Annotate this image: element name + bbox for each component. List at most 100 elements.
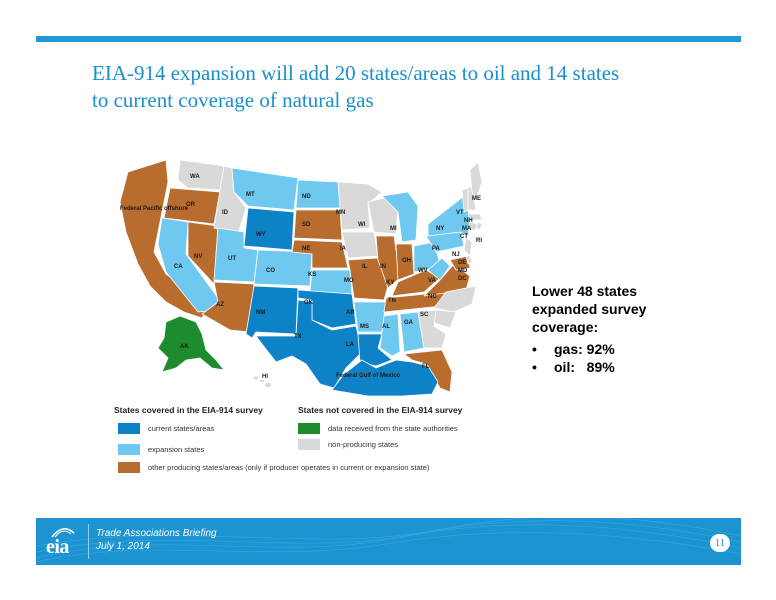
slide-title-line-2: to current coverage of natural gas [92, 88, 374, 112]
label-federal-pacific-offshore: Federal Pacific offshore [120, 206, 189, 212]
state-hi [252, 375, 260, 381]
label-az: AZ [216, 302, 224, 308]
legend-covered-heading: States covered in the EIA-914 survey [114, 405, 263, 415]
label-hi: HI [262, 374, 268, 380]
label-la: LA [346, 342, 355, 348]
state-ms [379, 313, 401, 357]
state-mn [337, 181, 383, 231]
state-ct [467, 221, 479, 231]
label-sd: SD [302, 222, 311, 228]
legend-swatch-other-producing [118, 462, 140, 473]
legend-item-expansion: expansion states [118, 443, 204, 456]
label-federal-gulf-of-mexico: Federal Gulf of Mexico [336, 373, 401, 379]
label-pa: PA [432, 246, 441, 252]
state-ne [291, 239, 349, 269]
label-wa: WA [190, 174, 200, 180]
state-nj [463, 237, 473, 257]
state-ga [417, 309, 447, 349]
state-co [253, 249, 313, 287]
coverage-item-gas: • gas: 92% [532, 340, 732, 358]
label-sc: SC [420, 312, 429, 318]
slide-title: EIA-914 expansion will add 20 states/are… [92, 60, 722, 114]
state-ak [157, 315, 225, 373]
label-fl: FL [422, 364, 430, 370]
label-wv: WV [418, 268, 428, 274]
coverage-summary: Lower 48 states expanded survey coverage… [532, 282, 732, 376]
legend-swatch-expansion [118, 444, 140, 455]
state-ri [475, 221, 482, 231]
label-ny: NY [436, 226, 444, 232]
slide-title-line-1: EIA-914 expansion will add 20 states/are… [92, 61, 620, 85]
state-or [163, 187, 221, 225]
label-il: IL [362, 264, 368, 270]
label-ak: AK [180, 344, 189, 350]
map-legend: States covered in the EIA-914 survey Sta… [112, 404, 484, 480]
label-ia: IA [340, 246, 347, 252]
state-ma [467, 213, 482, 221]
top-rule [36, 36, 741, 42]
label-or: OR [186, 202, 196, 208]
footer-wave-pattern [36, 518, 741, 563]
state-wa [177, 159, 225, 191]
label-de: DE [458, 260, 466, 266]
label-co: CO [266, 268, 275, 274]
state-nm [245, 285, 299, 339]
label-mo: MO [344, 278, 354, 284]
legend-not-covered-heading: States not covered in the EIA-914 survey [298, 405, 463, 415]
footer-divider [88, 524, 89, 559]
state-in [395, 243, 415, 281]
state-nh [467, 185, 477, 211]
state-hi-islands [252, 375, 272, 388]
page-number: 11 [710, 534, 730, 552]
legend-swatch-current [118, 423, 140, 434]
label-dc: DC [458, 276, 467, 282]
label-id: ID [222, 210, 229, 216]
label-nj: NJ [452, 252, 460, 258]
label-md: MD [458, 268, 468, 274]
label-nc: NC [428, 294, 437, 300]
state-de [465, 255, 473, 265]
region-federal-gulf-of-mexico [331, 359, 439, 397]
state-hi-island-2 [259, 378, 265, 383]
legend-item-other-producing: other producing states/areas (only if pr… [118, 461, 429, 474]
eia-logo: eia [46, 526, 82, 558]
coverage-item-oil: • oil: 89% [532, 358, 732, 376]
eia-logo-text: eia [46, 536, 69, 558]
label-mi: MI [390, 226, 397, 232]
label-al: AL [382, 324, 390, 330]
state-sd [293, 209, 343, 241]
label-nm: NM [256, 310, 265, 316]
state-tx [255, 299, 363, 389]
state-hi-island-3 [264, 381, 272, 388]
coverage-heading-line-1: Lower 48 states [532, 283, 638, 299]
footer-text: Trade Associations Briefing July 1, 2014 [96, 527, 217, 553]
label-ga: GA [404, 320, 414, 326]
legend-label-non-producing: non-producing states [328, 440, 399, 449]
label-tx: TX [294, 334, 302, 340]
state-wi [367, 197, 399, 235]
state-wv [427, 257, 451, 281]
label-me: ME [472, 196, 481, 202]
state-me [469, 161, 482, 201]
legend-item-state-authorities: data received from the state authorities [298, 422, 458, 435]
label-ca: CA [174, 264, 183, 270]
label-ut: UT [228, 256, 236, 262]
label-wi: WI [358, 222, 366, 228]
label-wy: WY [256, 232, 266, 238]
label-nv: NV [194, 254, 202, 260]
label-in: IN [380, 264, 386, 270]
state-labels: WA OR CA NV ID MT WY UT AZ CO NM ND SD N… [120, 174, 482, 380]
label-ms: MS [360, 324, 369, 330]
us-coverage-map: WA OR CA NV ID MT WY UT AZ CO NM ND SD N… [106, 152, 482, 400]
state-wy [243, 207, 295, 251]
state-ky [391, 269, 441, 297]
legend-label-other-producing: other producing states/areas (only if pr… [148, 463, 430, 472]
label-ky: KY [386, 280, 394, 286]
coverage-heading-line-3: coverage: [532, 319, 599, 335]
state-fl [403, 349, 453, 393]
footer-briefing-title: Trade Associations Briefing [96, 528, 217, 539]
label-nh: NH [464, 218, 473, 224]
state-mt [231, 167, 299, 211]
label-ar: AR [346, 310, 355, 316]
legend-item-non-producing: non-producing states [298, 438, 398, 451]
